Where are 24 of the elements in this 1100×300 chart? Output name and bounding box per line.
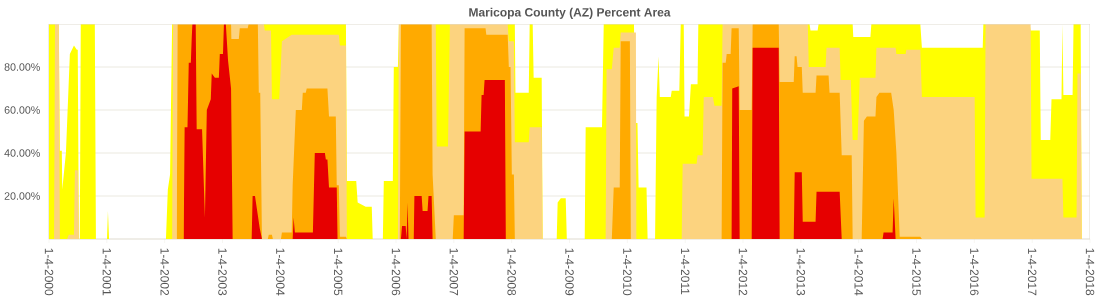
x-tick-label: 1-4-2006 [391,248,401,296]
x-tick-label: 1-4-2003 [218,248,227,296]
x-tick-label: 1-4-2011 [680,248,690,295]
x-tick-label: 1-4-2018 [1085,248,1095,296]
chart-title: Maricopa County (AZ) Percent Area [469,7,671,19]
x-tick-label: 1-4-2008 [507,248,516,296]
x-tick-label: 1-4-2016 [970,248,979,296]
x-tick-label: 1-4-2007 [449,248,459,296]
x-tick-label: 1-4-2001 [102,248,112,296]
x-tick-label: 1-4-2015 [912,248,921,296]
x-tick-label: 1-4-2009 [565,248,574,296]
y-tick-label: 60.00% [4,106,40,114]
x-tick-label: 1-4-2017 [1027,248,1037,296]
x-tick-label: 1-4-2005 [333,248,343,296]
x-tick-label: 1-4-2004 [276,248,285,296]
x-tick-label: 1-4-2013 [796,248,806,296]
y-tick-label: 40.00% [4,149,40,157]
x-tick-label: 1-4-2010 [623,248,632,296]
y-tick-label: 20.00% [4,192,40,200]
x-tick-label: 1-4-2002 [160,248,169,296]
x-tick-label: 1-4-2012 [738,248,748,296]
y-tick-label: 80.00% [4,63,40,71]
x-tick-label: 1-4-2014 [854,248,863,296]
x-tick-label: 1-4-2000 [44,248,54,296]
